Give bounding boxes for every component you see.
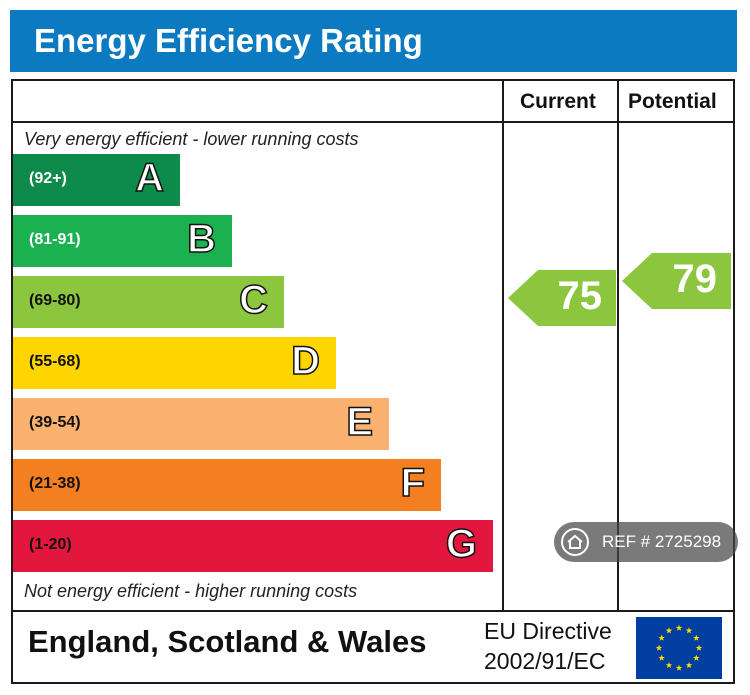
eu-star-icon <box>693 654 700 661</box>
column-header-current: Current <box>520 90 596 113</box>
potential-rating-arrow: 79 <box>622 253 731 309</box>
band-g: (1-20) G <box>13 520 493 572</box>
band-range-label: (39-54) <box>29 414 81 431</box>
footer-rule <box>11 610 735 612</box>
eu-star-icon <box>685 627 693 634</box>
region-label: England, Scotland & Wales <box>28 624 427 659</box>
current-rating-value: 75 <box>557 274 603 318</box>
divider-current <box>502 79 504 612</box>
eu-flag-icon <box>636 617 722 679</box>
eu-star-icon <box>685 661 693 669</box>
eu-star-icon <box>693 634 700 641</box>
band-range-label: (1-20) <box>29 536 72 553</box>
band-letter: B <box>186 216 216 262</box>
eu-star-icon <box>665 661 673 669</box>
band-letter: D <box>290 338 320 384</box>
band-letter: G <box>445 521 478 567</box>
column-header-potential: Potential <box>628 90 717 113</box>
current-rating-arrow: 75 <box>508 270 616 326</box>
band-range-label: (21-38) <box>29 475 81 492</box>
band-c: (69-80) C <box>13 276 284 328</box>
band-range-label: (81-91) <box>29 231 81 248</box>
band-d: (55-68) D <box>13 337 336 389</box>
eu-directive-label: EU Directive <box>484 618 612 644</box>
eu-star-icon <box>658 634 665 641</box>
header-rule <box>11 121 735 123</box>
divider-potential <box>617 79 619 612</box>
band-letter: A <box>134 155 164 201</box>
header-bar: Energy Efficiency Rating <box>10 10 737 72</box>
band-range-label: (55-68) <box>29 353 81 370</box>
band-letter: E <box>346 399 374 445</box>
rating-frame <box>11 79 735 684</box>
caption-top: Very energy efficient - lower running co… <box>24 129 359 149</box>
band-letter: C <box>238 277 268 323</box>
reference-number: REF # 2725298 <box>602 532 722 551</box>
eu-star-icon <box>655 644 663 651</box>
current-arrow-shape <box>508 270 616 326</box>
band-range-label: (69-80) <box>29 292 81 309</box>
eu-star-icon <box>658 654 665 661</box>
band-range-label: (92+) <box>29 170 67 187</box>
eu-directive-number: 2002/91/EC <box>484 648 606 674</box>
eu-star-icon <box>665 627 673 634</box>
chart-title: Energy Efficiency Rating <box>34 22 423 59</box>
band-f: (21-38) F <box>13 459 441 511</box>
band-b: (81-91) B <box>13 215 232 267</box>
band-e: (39-54) E <box>13 398 389 450</box>
potential-arrow-shape <box>622 253 731 309</box>
band-a: (92+) A <box>13 154 180 206</box>
band-letter: F <box>400 460 426 506</box>
eu-star-icon <box>695 644 703 651</box>
potential-rating-value: 79 <box>672 257 718 301</box>
eu-star-icon <box>675 664 683 671</box>
caption-bottom: Not energy efficient - higher running co… <box>24 581 358 601</box>
eu-star-icon <box>675 624 683 631</box>
home-icon <box>561 528 589 556</box>
reference-watermark: REF # 2725298 <box>554 522 738 562</box>
